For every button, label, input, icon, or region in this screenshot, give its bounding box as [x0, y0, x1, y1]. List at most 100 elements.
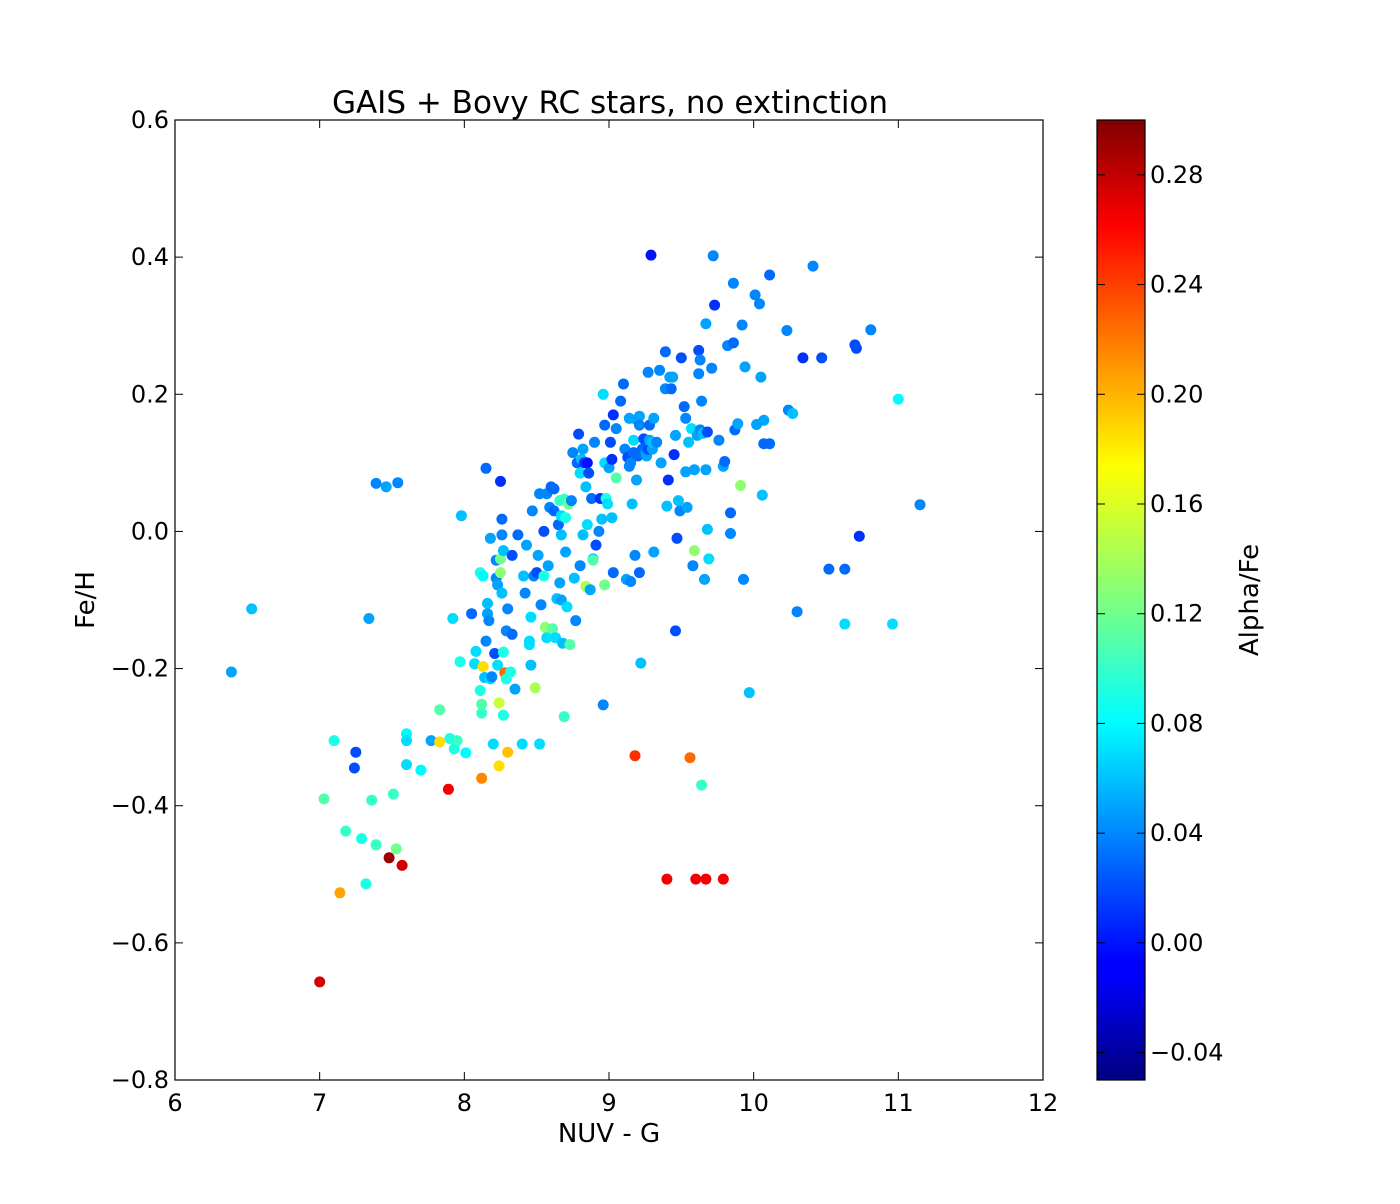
data-point: [754, 298, 765, 310]
data-point: [534, 738, 546, 750]
data-point: [492, 579, 504, 591]
data-point: [581, 457, 593, 469]
data-point: [850, 342, 862, 354]
data-point: [626, 498, 638, 510]
data-point: [587, 554, 599, 566]
data-point: [727, 337, 739, 349]
data-point: [717, 873, 729, 885]
data-point: [603, 462, 615, 474]
data-point: [495, 475, 506, 487]
data-point: [687, 560, 699, 572]
x-tick-label: 10: [738, 1089, 769, 1117]
y-tick-label: 0.6: [131, 106, 169, 134]
data-point: [725, 528, 736, 539]
data-point: [483, 615, 495, 627]
plot-area-frame: [174, 119, 1044, 1081]
data-point: [480, 462, 492, 474]
colorbar-tick-label: −0.04: [1150, 1039, 1224, 1067]
data-point: [516, 738, 528, 750]
data-point: [552, 519, 564, 531]
data-point: [535, 599, 547, 611]
data-point: [865, 324, 877, 336]
data-point: [496, 587, 508, 599]
data-point: [401, 735, 412, 747]
data-point: [735, 480, 747, 491]
data-point: [487, 738, 499, 750]
data-point: [743, 687, 755, 699]
data-point: [495, 567, 506, 579]
data-point: [580, 481, 592, 493]
data-point: [683, 436, 695, 448]
data-point: [606, 453, 618, 465]
data-point: [548, 483, 560, 495]
data-point: [680, 466, 692, 478]
data-point: [476, 772, 488, 784]
data-point: [749, 289, 761, 301]
data-point: [914, 499, 926, 511]
chart-title: GAIS + Bovy RC stars, no extinction: [332, 85, 888, 121]
colorbar-tick-label: 0.28: [1150, 161, 1203, 189]
x-axis: 6 7 8 9 10 11 12: [167, 120, 1058, 1117]
colorbar-tick-label: 0.12: [1150, 600, 1203, 628]
data-point: [502, 603, 514, 615]
data-point: [584, 584, 596, 596]
data-point: [699, 573, 710, 585]
data-point: [495, 553, 506, 565]
data-point: [654, 364, 666, 376]
data-point: [642, 366, 654, 378]
data-point: [610, 423, 622, 435]
y-tick-label: 0.2: [131, 380, 169, 408]
data-point: [629, 750, 641, 762]
data-point: [486, 671, 498, 683]
data-point: [225, 666, 237, 678]
data-point: [680, 412, 692, 424]
data-point: [568, 572, 580, 584]
data-point: [538, 525, 550, 537]
data-point: [667, 371, 679, 383]
data-point: [505, 666, 517, 678]
data-point: [725, 507, 736, 519]
data-point: [390, 843, 402, 855]
data-point: [675, 352, 687, 364]
data-point: [246, 603, 258, 615]
data-point: [618, 378, 629, 390]
x-tick-label: 11: [883, 1089, 914, 1117]
data-point: [635, 657, 647, 669]
data-point: [629, 549, 641, 561]
data-point: [645, 249, 657, 261]
data-point: [380, 481, 392, 493]
data-point: [599, 579, 611, 591]
data-point: [567, 447, 579, 459]
data-point: [781, 325, 793, 336]
data-point: [619, 443, 631, 455]
data-point: [480, 635, 492, 647]
data-point: [755, 371, 767, 383]
data-point: [839, 618, 851, 630]
data-point: [577, 529, 589, 541]
data-point: [477, 570, 489, 582]
data-point: [661, 873, 673, 885]
data-point: [604, 436, 616, 448]
data-point: [701, 523, 713, 535]
data-point: [360, 878, 372, 890]
data-point: [606, 512, 618, 524]
y-tick-label: −0.4: [111, 792, 169, 820]
data-point: [454, 656, 466, 668]
data-point: [392, 477, 404, 489]
colorbar-tick-label: 0.04: [1150, 819, 1203, 847]
data-point: [387, 788, 399, 800]
data-point: [581, 519, 593, 531]
data-point: [561, 601, 573, 613]
data-point: [577, 443, 589, 455]
data-point: [425, 735, 437, 747]
data-point: [887, 618, 898, 630]
data-point: [496, 529, 508, 541]
data-point: [738, 573, 749, 585]
data-point: [555, 529, 567, 541]
data-point: [633, 419, 645, 431]
data-point: [434, 704, 446, 716]
data-point: [681, 501, 693, 513]
data-point: [476, 707, 488, 719]
y-tick-label: 0.0: [131, 517, 169, 545]
